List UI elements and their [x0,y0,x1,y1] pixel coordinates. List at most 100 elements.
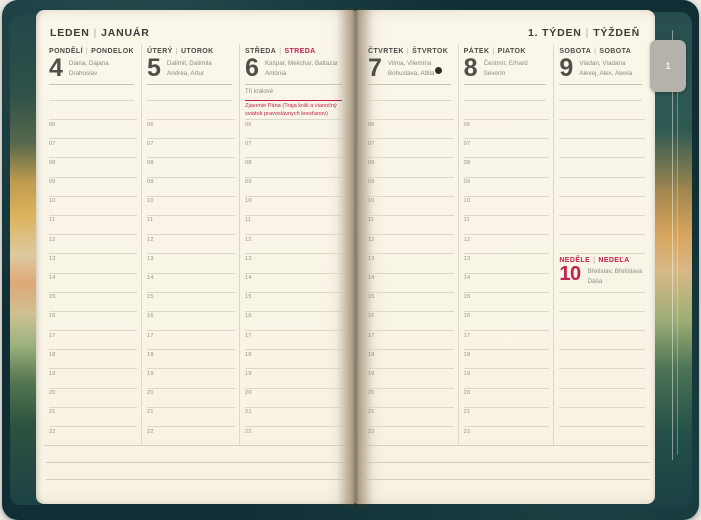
ruled-row [559,291,646,311]
hour-label: 12 [147,236,154,243]
hour-label: 15 [147,294,154,301]
hour-row: 07 [245,138,345,157]
hour-row: 13 [245,253,345,272]
hour-row: 20 [368,387,454,407]
hour-row: 12 [147,234,236,253]
tuesday-header: ÚTERÝ | UTOROK 5 Dalimil, Dalimila Andrea,… [147,44,233,85]
hour-row: 18 [49,349,138,368]
name-days: Kašpar, Melichar, Baltazar Antónia [265,57,338,80]
hour-label: 22 [245,428,252,435]
holiday-strip [49,85,135,101]
hour-label: 08 [245,159,252,166]
ruled-row [559,406,646,426]
hour-row: 21 [49,406,138,426]
ruled-row [559,195,646,215]
name-days-line1: Čestmír, Erhard [483,60,528,67]
hour-row: 14 [368,272,454,292]
left-day-columns: PONDĚLÍ | PONDELOK 4 Diana, Dajana Drahosl… [44,44,349,447]
hour-row: 07 [463,138,550,157]
hour-row: 08 [463,157,550,176]
title-separator: | [93,27,98,39]
hour-row: 06 [463,119,550,138]
hour-label: 08 [463,159,471,166]
hour-row: 16 [147,310,236,330]
hour-label: 10 [147,198,154,205]
sunday-block: NEDĚLE | NEDEĽA 10 Břetislav, Břetislava D… [559,253,646,291]
holiday-strip [559,85,643,101]
hour-label: 14 [147,275,154,281]
hour-row: 17 [147,330,236,349]
hour-row: 17 [49,330,138,349]
day-column-monday: PONDĚLÍ | PONDELOK 4 Diana, Dajana Drahosl… [44,44,141,445]
thursday-name: ČTVRTEK | ŠTVRTOK [368,44,451,55]
sunday-name: NEDĚLE | NEDEĽA [559,254,645,264]
name-days: Čestmír, Erhard Severín [484,57,528,80]
hour-label: 17 [245,332,252,339]
hour-label: 20 [147,390,154,397]
hour-row: 09 [463,176,550,196]
hour-label: 16 [368,313,375,320]
note-strip [147,101,232,119]
hour-row: 22 [245,426,345,445]
sunday-blank-rows [559,291,649,446]
hour-row: 06 [368,119,454,138]
hour-row: 14 [245,272,345,292]
moon-phase-icon [434,67,442,74]
wednesday-header: STŘEDA | STREDA 6 Kašpar, Melichar, Baltaz… [245,44,342,85]
name-days-line2: Andrea, Artur [166,70,205,78]
hour-row: 12 [49,234,138,253]
bottom-note-lines [46,446,350,480]
hour-label: 20 [245,390,252,397]
hour-label: 19 [147,370,154,377]
hour-label: 07 [368,140,375,147]
hour-label: 21 [463,409,471,416]
day-name-czech: PONDĚLÍ [49,48,83,55]
ruled-row [559,426,646,445]
hour-label: 10 [49,198,56,205]
hour-label: 14 [368,275,375,281]
day-name-czech: PÁTEK [463,48,490,55]
saturday-blank-rows [559,119,649,253]
hour-row: 06 [245,119,345,138]
hour-label: 09 [245,179,252,186]
day-column-saturday-sunday: SOBOTA | SOBOTA 9 Vladan, Vladana Alexej, … [553,44,649,446]
hour-row: 14 [49,272,138,292]
hour-row: 21 [463,406,550,426]
hour-label: 17 [463,332,471,339]
month-title: LEDEN | JANUÁR [50,27,150,39]
hour-label: 22 [147,428,154,435]
hour-label: 09 [368,179,375,186]
tuesday-name: ÚTERÝ | UTOROK [147,44,232,55]
hour-row: 16 [49,310,138,330]
saturday-header: SOBOTA | SOBOTA 9 Vladan, Vladana Alexej, … [559,44,643,85]
hour-row: 19 [147,368,236,387]
hour-row: 09 [147,176,236,196]
hour-row: 10 [147,195,236,215]
note-strip [559,101,642,119]
ruled-row [559,349,646,368]
hour-row: 16 [368,310,454,330]
ruled-row [559,387,646,407]
hour-row: 08 [147,157,236,176]
name-days-line2: Antónia [264,70,287,78]
hour-label: 13 [147,255,154,262]
hour-row: 07 [147,138,236,157]
ruled-row [559,330,646,349]
hour-label: 17 [147,332,154,339]
hour-row: 20 [147,387,236,407]
name-days-line2: Severín [483,70,506,78]
hour-row: 17 [245,330,345,349]
name-days-line2: Bohuslava, Attila [387,70,435,78]
note-strip [368,101,451,119]
hour-row: 07 [49,138,138,157]
hour-label: 16 [49,313,56,320]
hour-label: 08 [368,159,375,166]
day-name-slovak: SOBOTA [599,48,632,55]
day-name-separator: | [594,48,597,55]
hour-label: 11 [49,217,56,224]
hour-label: 22 [368,428,375,435]
hour-row: 07 [368,138,454,157]
hour-row: 13 [463,253,550,272]
day-number: 5 [147,54,161,82]
hour-row: 19 [49,368,138,387]
